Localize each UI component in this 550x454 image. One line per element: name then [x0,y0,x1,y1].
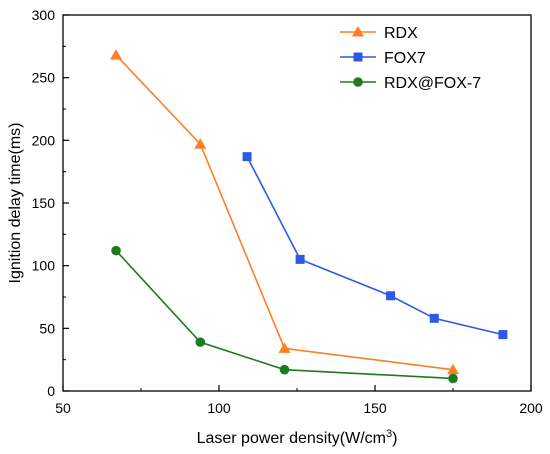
series-fox7 [242,152,508,340]
data-point-rdx [278,342,291,353]
data-point-fox7 [498,330,508,340]
data-series [110,49,508,384]
data-point-rdx [194,138,207,149]
legend-marker-fox7 [353,52,363,62]
series-line-rdx [115,54,454,371]
legend-label-rdx: RDX [384,25,418,42]
data-point-rdx-fox-7 [111,245,121,256]
series-rdx [110,49,459,375]
x-axis-title-main: Laser power density(W/cm [197,430,386,447]
legend-marker-rdx [352,26,364,37]
y-tick-label: 200 [32,132,56,148]
series-rdx-fox-7 [111,245,458,384]
y-tick-label: 300 [32,7,56,23]
series-line-fox7 [246,156,504,336]
series-line-rdx-fox-7 [115,250,454,380]
data-point-fox7 [386,291,396,301]
x-axis-title-superscript: 3 [386,428,392,440]
x-axis-title: Laser power density(W/cm3) [197,428,398,447]
data-point-rdx [447,363,459,375]
y-tick-label: 250 [32,70,56,86]
y-tick-label: 100 [32,258,56,274]
legend: RDX FOX7 RDX@FOX-7 [340,25,481,92]
x-tick-label: 150 [363,400,387,416]
data-point-fox7 [295,254,305,264]
data-point-rdx-fox-7 [448,373,458,384]
plot-area-frame [62,14,532,392]
y-axis-title: Ignition delay time(ms) [7,123,24,284]
data-point-rdx-fox-7 [279,364,290,375]
data-point-rdx-fox-7 [195,337,206,347]
legend-label-fox7: FOX7 [384,50,426,67]
data-point-fox7 [242,152,252,162]
y-tick-label: 50 [39,320,55,336]
legend-label-rdx-fox-7: RDX@FOX-7 [384,75,481,92]
data-point-rdx [110,49,123,60]
x-tick-label: 50 [55,400,71,416]
legend-marker-rdx-fox-7 [353,77,363,87]
x-tick-label: 200 [519,400,543,416]
data-point-fox7 [429,313,439,323]
y-tick-label: 150 [32,195,56,211]
x-axis-title-tail: ) [392,430,397,447]
y-tick-label: 0 [47,383,55,399]
x-tick-label: 100 [207,400,231,416]
